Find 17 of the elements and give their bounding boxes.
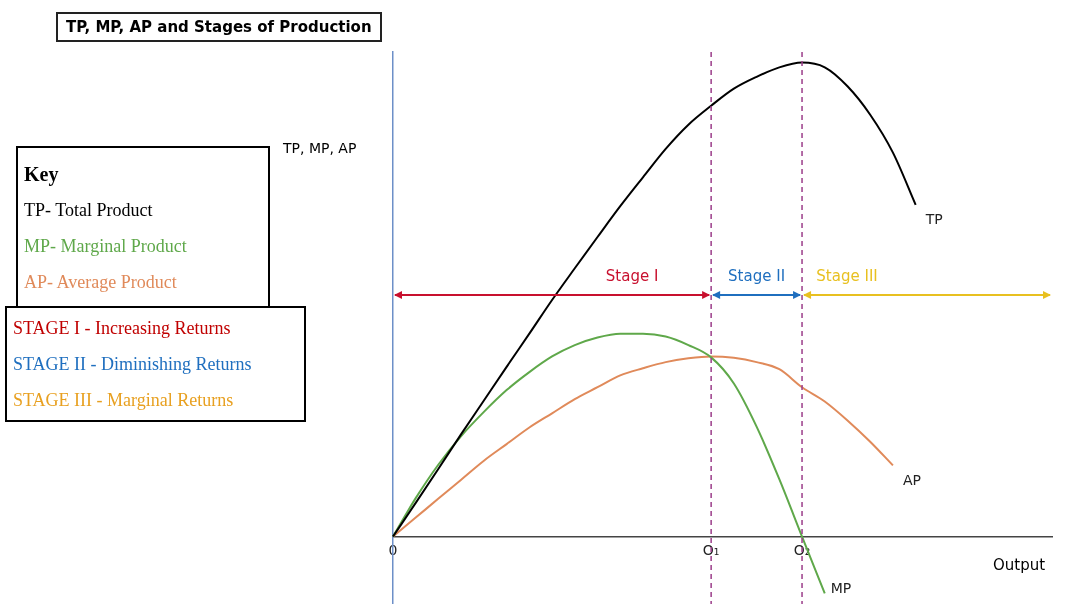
text: STAGE III - Marginal Returns (13, 389, 235, 412)
text: TP- Total Product (24, 199, 154, 222)
text: MP- Marginal Product (24, 235, 188, 258)
y-axis-title: TP, MP, AP (283, 140, 357, 156)
legend-title: Key (24, 162, 60, 188)
annotation: MP (830, 580, 852, 597)
annotation: AP (902, 472, 921, 489)
x-axis-title: Output (993, 556, 1046, 574)
annotation: Stage III (816, 267, 878, 286)
x-tick-label: O₁ (702, 541, 720, 558)
text: AP- Average Product (24, 271, 178, 294)
text: TP, MP, AP and Stages of Production (56, 12, 382, 42)
annotation: Stage I (605, 267, 659, 286)
text: STAGE I - Increasing Returns (13, 317, 232, 340)
annotation: Stage II (728, 267, 786, 286)
text: STAGE II - Diminishing Returns (13, 353, 253, 376)
annotation: TP (924, 211, 943, 228)
